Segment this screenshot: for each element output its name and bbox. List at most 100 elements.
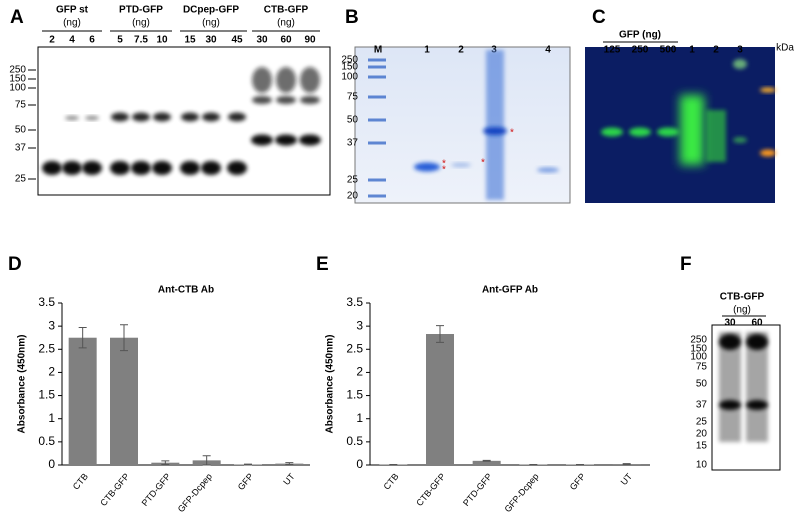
y-tick-label: 2.5 (38, 341, 55, 355)
group-name: PTD-GFP (119, 5, 163, 16)
lane-label: 7.5 (134, 35, 148, 46)
marker-label: 50 (347, 115, 359, 126)
unit: (ng) (132, 18, 150, 29)
y-tick-label: 1 (356, 411, 363, 425)
x-tick-label: CTB-GFP (98, 471, 131, 508)
band (629, 128, 651, 137)
lane-label: 2 (49, 35, 55, 46)
x-tick-label: UT (281, 471, 297, 487)
band (252, 67, 272, 93)
band (719, 400, 741, 410)
unit: (ng) (202, 18, 220, 29)
band (760, 88, 776, 93)
ladder-band (368, 96, 386, 99)
lane-label: 2 (713, 45, 719, 56)
band (601, 128, 623, 137)
marker-label: 100 (341, 72, 358, 83)
band (733, 137, 747, 143)
band (300, 96, 320, 104)
y-axis-label: Absorbance (450nm) (325, 335, 336, 434)
marker-label: 75 (781, 85, 790, 94)
error-bar (483, 460, 491, 461)
panel-letter: E (316, 254, 329, 275)
lane-label: M (374, 45, 382, 56)
lane-label: 10 (156, 35, 168, 46)
marker-label: 37 (15, 143, 27, 154)
lane-label: 125 (604, 45, 621, 56)
panel-letter: C (592, 7, 606, 28)
ladder-band (368, 76, 386, 79)
unit: (ng) (733, 305, 751, 316)
error-bar (244, 464, 252, 465)
marker-label: 50 (696, 379, 708, 390)
asterisk: * (481, 158, 485, 169)
ladder-band (368, 59, 386, 62)
band (132, 113, 150, 122)
band (227, 161, 247, 175)
ladder-band (368, 195, 386, 198)
band (180, 161, 200, 175)
x-tick-label: PTD-GFP (461, 471, 494, 508)
band (62, 161, 82, 175)
ladder-band (368, 66, 386, 69)
band (251, 135, 273, 146)
x-tick-label: UT (619, 471, 635, 487)
band (65, 116, 79, 120)
marker-label: 75 (696, 362, 708, 373)
group-name: CTB-GFP (264, 5, 309, 16)
y-tick-label: 2 (48, 365, 55, 379)
marker-label: 25 (696, 417, 708, 428)
marker-label: 15 (781, 185, 790, 194)
band (746, 334, 768, 350)
band (82, 161, 102, 175)
smear (486, 50, 504, 200)
marker-label: 37 (696, 400, 708, 411)
lane-label: 30 (256, 35, 268, 46)
x-tick-label: GFP-Dcpep (502, 471, 540, 514)
y-tick-label: 0 (48, 457, 55, 471)
lane-label: 45 (231, 35, 243, 46)
bar (69, 338, 97, 465)
band (252, 96, 272, 104)
lane-label: 1 (689, 45, 695, 56)
ladder-band (368, 142, 386, 145)
asterisk: * (510, 128, 514, 139)
error-bar (623, 464, 631, 465)
band (275, 135, 297, 146)
band (746, 400, 768, 410)
marker-label: 10 (696, 460, 708, 471)
y-tick-label: 0.5 (38, 434, 55, 448)
lane-label: 60 (280, 35, 292, 46)
band (657, 128, 679, 137)
band (110, 161, 130, 175)
band (228, 113, 246, 122)
x-tick-label: CTB (71, 471, 90, 491)
marker-label: 50 (15, 125, 27, 136)
gel-b (355, 47, 570, 203)
panel-letter: F (680, 254, 692, 275)
lane-label: 3 (737, 45, 743, 56)
header: CTB-GFP (720, 292, 765, 303)
unit: (ng) (277, 18, 295, 29)
x-tick-label: GFP-Dcpep (176, 471, 214, 514)
y-tick-label: 1 (48, 411, 55, 425)
lane-label: 6 (89, 35, 95, 46)
bar (110, 338, 138, 465)
y-tick-label: 3.5 (346, 295, 363, 309)
y-tick-label: 3.5 (38, 295, 55, 309)
group-name: DCpep-GFP (183, 5, 239, 16)
x-tick-label: CTB-GFP (414, 471, 447, 508)
band (276, 96, 296, 104)
marker-label: 75 (347, 92, 359, 103)
band (85, 116, 99, 120)
asterisk: * (442, 165, 446, 176)
marker-label: 100 (9, 83, 26, 94)
y-tick-label: 0 (356, 457, 363, 471)
band (153, 113, 171, 122)
lane-label: 60 (751, 318, 763, 329)
y-tick-label: 2 (356, 365, 363, 379)
lane-label: 250 (632, 45, 649, 56)
x-tick-label: GFP (236, 471, 256, 492)
